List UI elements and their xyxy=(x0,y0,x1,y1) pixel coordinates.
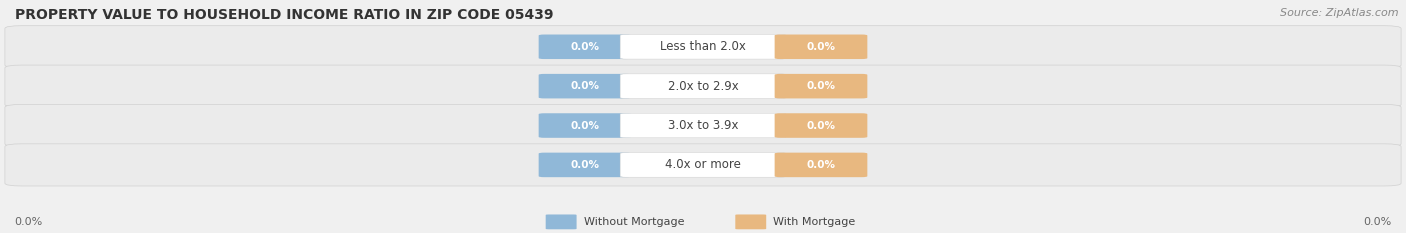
Text: 2.0x to 2.9x: 2.0x to 2.9x xyxy=(668,80,738,93)
Text: 0.0%: 0.0% xyxy=(807,81,835,91)
FancyBboxPatch shape xyxy=(4,65,1402,107)
Text: Without Mortgage: Without Mortgage xyxy=(583,217,685,227)
FancyBboxPatch shape xyxy=(4,104,1402,147)
FancyBboxPatch shape xyxy=(620,34,786,59)
FancyBboxPatch shape xyxy=(620,113,786,138)
FancyBboxPatch shape xyxy=(4,26,1402,68)
Text: 0.0%: 0.0% xyxy=(807,120,835,130)
Text: 0.0%: 0.0% xyxy=(571,42,599,52)
FancyBboxPatch shape xyxy=(775,34,868,59)
Text: With Mortgage: With Mortgage xyxy=(773,217,855,227)
Text: 0.0%: 0.0% xyxy=(1362,217,1392,227)
Text: 0.0%: 0.0% xyxy=(571,120,599,130)
Text: Source: ZipAtlas.com: Source: ZipAtlas.com xyxy=(1279,8,1399,18)
FancyBboxPatch shape xyxy=(775,153,868,177)
FancyBboxPatch shape xyxy=(620,74,786,98)
Text: 0.0%: 0.0% xyxy=(807,160,835,170)
FancyBboxPatch shape xyxy=(775,74,868,98)
Text: 0.0%: 0.0% xyxy=(14,217,44,227)
FancyBboxPatch shape xyxy=(538,74,631,98)
Text: 3.0x to 3.9x: 3.0x to 3.9x xyxy=(668,119,738,132)
FancyBboxPatch shape xyxy=(546,214,576,229)
Text: 0.0%: 0.0% xyxy=(807,42,835,52)
FancyBboxPatch shape xyxy=(538,153,631,177)
FancyBboxPatch shape xyxy=(775,113,868,138)
Text: 0.0%: 0.0% xyxy=(571,160,599,170)
Text: Less than 2.0x: Less than 2.0x xyxy=(659,40,747,53)
Text: 4.0x or more: 4.0x or more xyxy=(665,158,741,171)
FancyBboxPatch shape xyxy=(4,144,1402,186)
FancyBboxPatch shape xyxy=(538,113,631,138)
Text: PROPERTY VALUE TO HOUSEHOLD INCOME RATIO IN ZIP CODE 05439: PROPERTY VALUE TO HOUSEHOLD INCOME RATIO… xyxy=(14,8,553,22)
FancyBboxPatch shape xyxy=(735,214,766,229)
Text: 0.0%: 0.0% xyxy=(571,81,599,91)
FancyBboxPatch shape xyxy=(538,34,631,59)
FancyBboxPatch shape xyxy=(620,153,786,177)
